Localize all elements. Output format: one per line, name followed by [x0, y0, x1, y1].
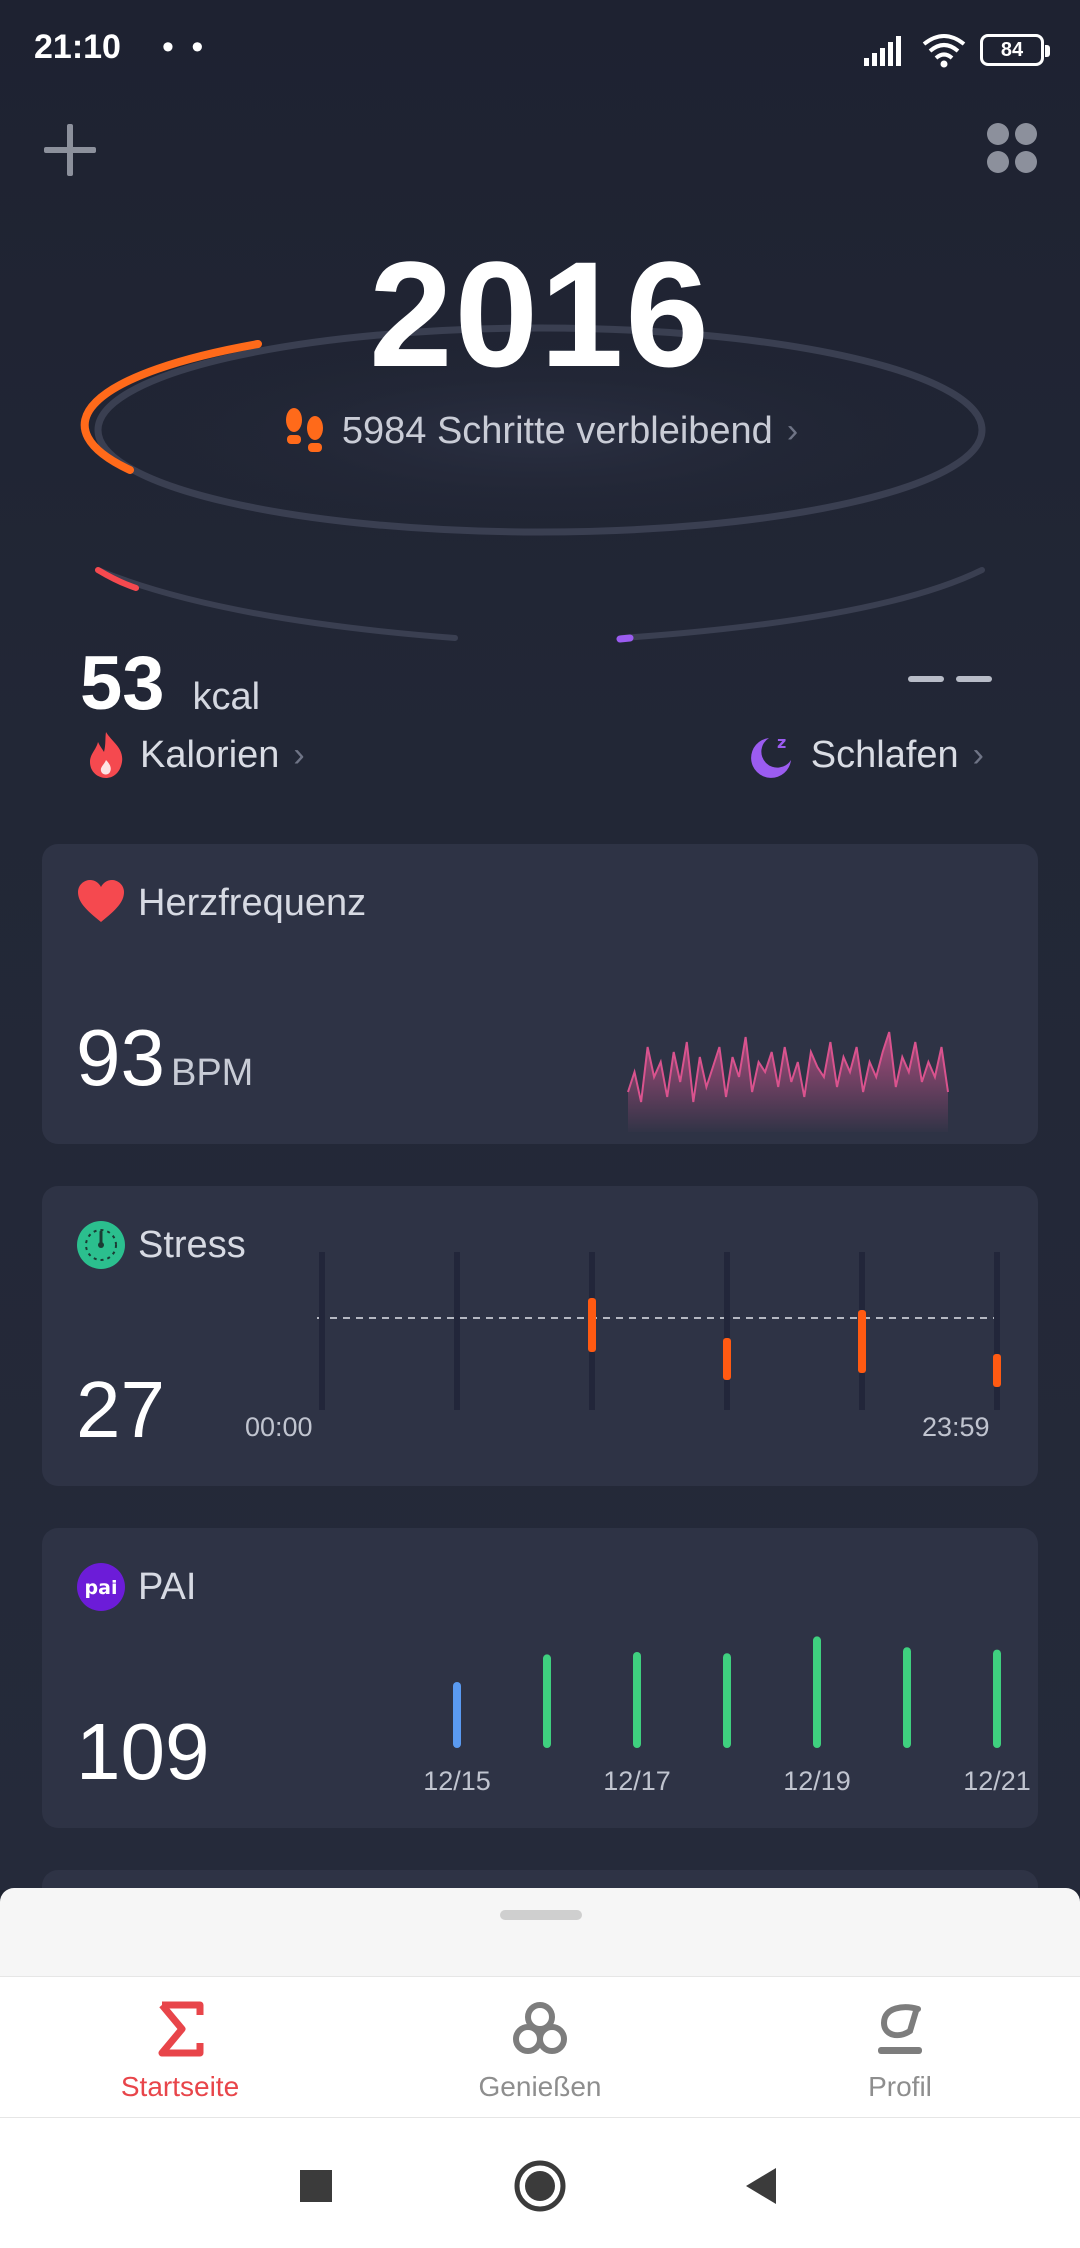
- heart-rate-line: [627, 1031, 949, 1103]
- tab-geniessen[interactable]: Genießen: [360, 1977, 720, 2119]
- pai-day-bar: [993, 1649, 1001, 1748]
- calories-label: Kalorien: [140, 733, 280, 776]
- steps-count: 2016: [369, 230, 711, 398]
- heart-rate-area: [628, 1032, 948, 1132]
- tab-label: Genießen: [478, 2071, 602, 2102]
- heart-rate-chart: [627, 1031, 949, 1132]
- pai-title: PAI: [138, 1566, 197, 1608]
- stress-chart: [317, 1252, 1002, 1410]
- status-bar: 21:10 • • 84: [0, 0, 1080, 100]
- sheet-handle[interactable]: [500, 1910, 582, 1920]
- steps-ring-track: [94, 324, 986, 536]
- stress-bar: [588, 1298, 596, 1352]
- system-nav-bar: [0, 2118, 1080, 2248]
- pai-card[interactable]: pai PAI 109 12/15 12/17 12/19 12/21: [42, 1528, 1038, 1828]
- notification-dots: • •: [162, 28, 208, 66]
- pai-icon: pai: [77, 1563, 125, 1611]
- pai-day-bar: [723, 1653, 731, 1748]
- pai-date-label: 12/15: [423, 1766, 491, 1796]
- footprints-icon: [285, 408, 323, 452]
- moon-icon: z: [750, 733, 791, 778]
- sleep-label: Schlafen: [810, 733, 959, 776]
- sigma-icon: [158, 2001, 204, 2057]
- battery-indicator: 84: [980, 34, 1050, 66]
- stress-bar: [993, 1354, 1001, 1387]
- heart-rate-title: Herzfrequenz: [138, 882, 367, 924]
- apps-grid-icon[interactable]: [984, 120, 1040, 176]
- status-icons: 84: [864, 30, 1050, 70]
- svg-text:pai: pai: [85, 1577, 118, 1599]
- pai-date-label: 12/21: [963, 1766, 1031, 1796]
- tab-startseite[interactable]: Startseite: [0, 1977, 360, 2119]
- plus-icon[interactable]: [40, 120, 100, 180]
- heart-rate-value-group: 93 BPM: [76, 1012, 253, 1104]
- stress-value: 27: [76, 1365, 165, 1454]
- home-circle-icon[interactable]: [512, 2158, 568, 2214]
- stress-bar: [858, 1310, 866, 1373]
- pai-value: 109: [76, 1707, 210, 1796]
- sleep-link[interactable]: z Schlafen ›: [747, 730, 984, 780]
- signal-icon: [864, 36, 901, 66]
- flame-icon: [90, 732, 123, 778]
- steps-ring-progress: [80, 340, 262, 474]
- activity-rings: [80, 324, 1000, 643]
- pai-day-bar: [543, 1654, 551, 1748]
- pai-day-bar: [633, 1652, 641, 1748]
- heart-rate-value: 93: [76, 1013, 165, 1102]
- calories-value: 53: [80, 641, 165, 726]
- sleep-value-placeholder: [908, 676, 992, 682]
- pai-day-bar: [453, 1682, 461, 1748]
- calories-ring-progress: [95, 567, 139, 591]
- heart-icon: [78, 880, 124, 922]
- calories-summary: 53 kcal: [80, 640, 260, 727]
- svg-text:z: z: [777, 733, 786, 752]
- pai-day-bar: [813, 1636, 821, 1748]
- stress-card[interactable]: Stress 27 00:00 23:59: [42, 1186, 1038, 1486]
- tab-profil[interactable]: Profil: [720, 1977, 1080, 2119]
- calories-link[interactable]: Kalorien ›: [86, 730, 305, 780]
- stress-bar: [723, 1338, 731, 1380]
- calories-unit: kcal: [192, 676, 261, 718]
- tab-label: Startseite: [120, 2071, 240, 2102]
- gauge-icon: [77, 1221, 125, 1269]
- pai-day-bar: [903, 1647, 911, 1748]
- stress-end-label: 23:59: [922, 1412, 990, 1442]
- steps-remaining-link[interactable]: 5984 Schritte verbleibend ›: [0, 406, 1080, 456]
- tab-label: Profil: [868, 2071, 932, 2102]
- steps-remaining-label: 5984 Schritte verbleibend: [341, 409, 773, 452]
- pai-date-label: 12/19: [783, 1766, 851, 1796]
- pai-date-label: 12/17: [603, 1766, 671, 1796]
- bottom-tab-bar: Startseite Genießen Profil: [0, 1976, 1080, 2118]
- heart-rate-card[interactable]: Herzfrequenz 93 BPM: [42, 844, 1038, 1144]
- back-triangle-icon[interactable]: [734, 2158, 790, 2214]
- enjoy-knot-icon: [513, 2002, 567, 2054]
- calories-ring-track: [95, 567, 458, 641]
- sleep-ring-progress: [616, 634, 634, 643]
- chevron-right-icon: ›: [786, 411, 799, 450]
- status-time: 21:10: [34, 28, 121, 66]
- recents-square-icon[interactable]: [288, 2158, 344, 2214]
- wifi-icon: [922, 34, 966, 68]
- chevron-right-icon: ›: [293, 735, 305, 774]
- heart-rate-unit: BPM: [170, 1052, 254, 1094]
- stress-start-label: 00:00: [245, 1412, 313, 1442]
- profile-icon: [878, 2004, 922, 2054]
- sleep-ring-track: [619, 567, 985, 641]
- chevron-right-icon: ›: [972, 735, 984, 774]
- pai-chart: 12/15 12/17 12/19 12/21: [423, 1636, 1031, 1796]
- stress-title: Stress: [138, 1224, 246, 1266]
